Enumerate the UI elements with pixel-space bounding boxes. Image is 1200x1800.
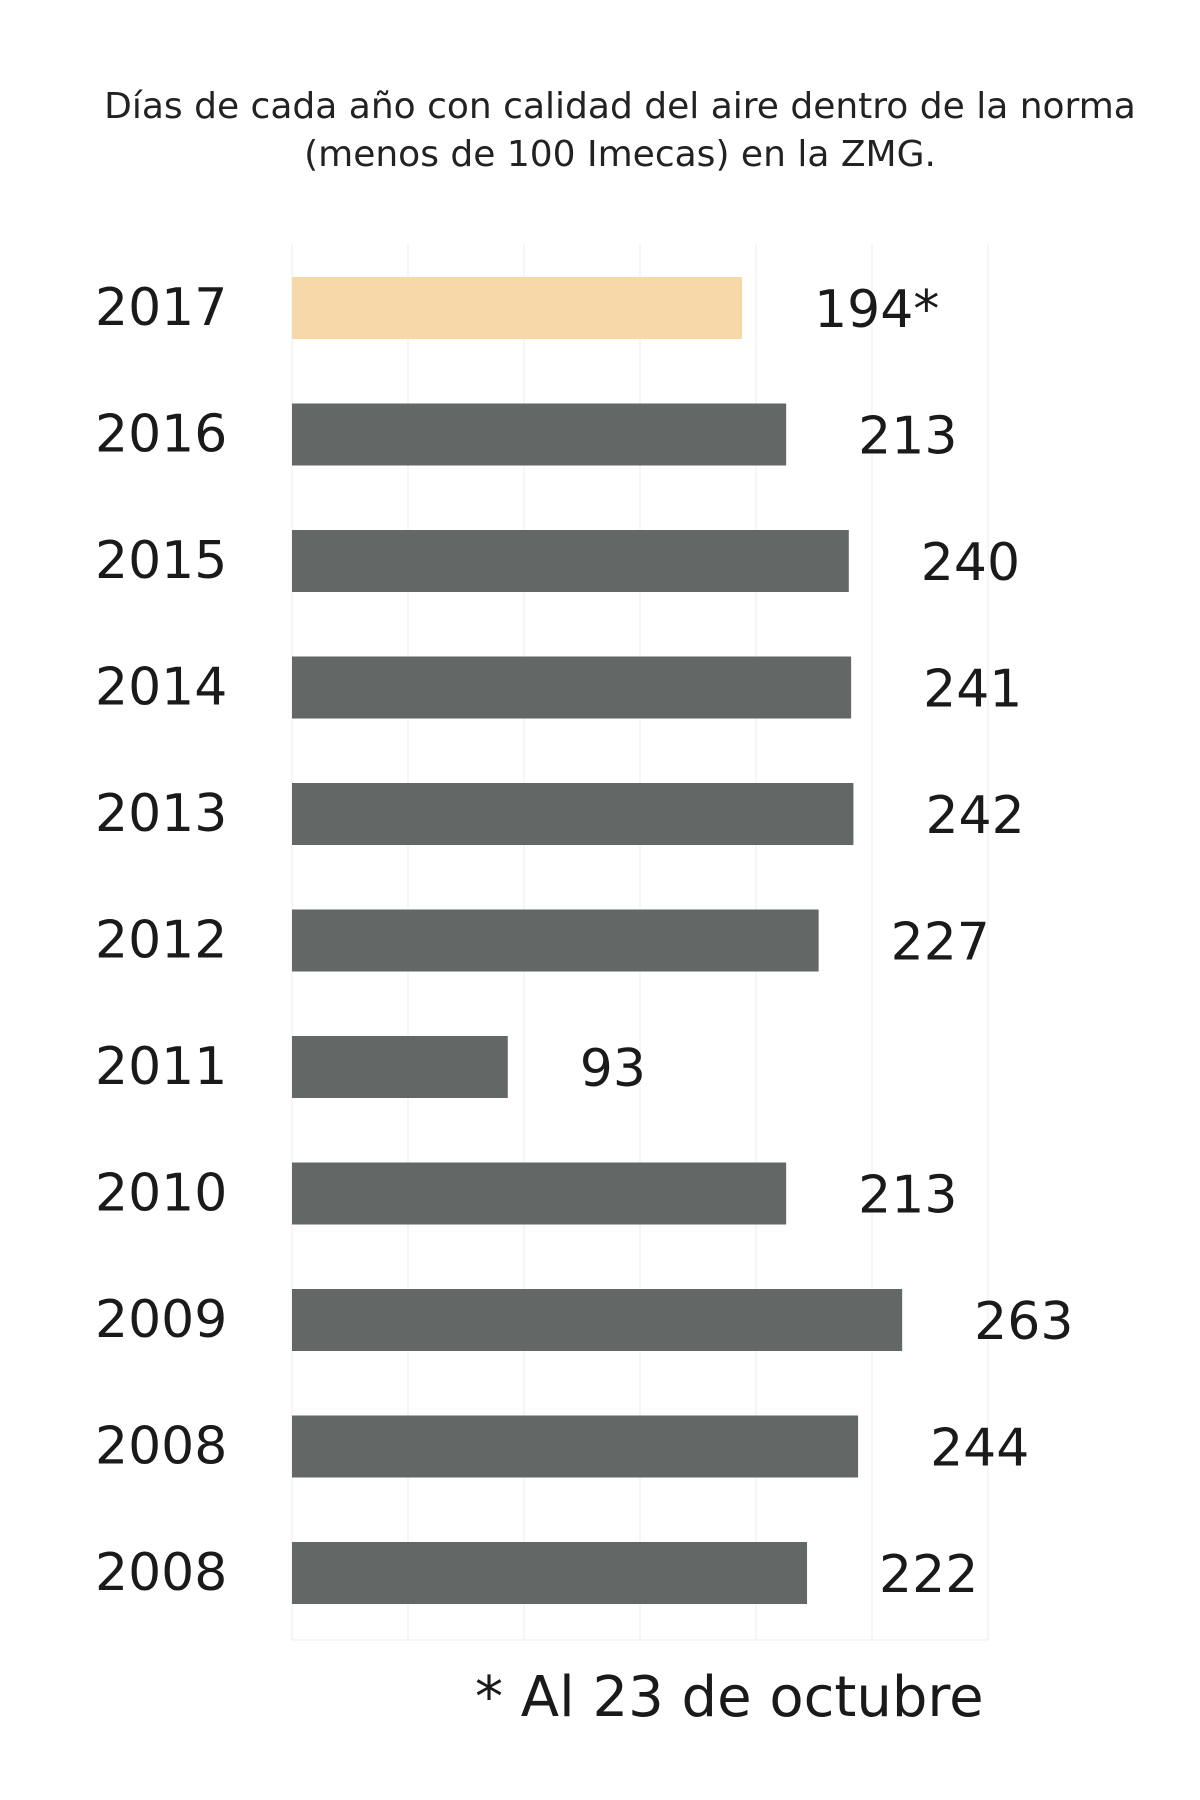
bar-2017 xyxy=(292,277,743,339)
bar-2014 xyxy=(292,656,852,719)
chart-title-line-1: Días de cada año con calidad del aire de… xyxy=(104,86,1136,127)
value-label: 244 xyxy=(930,1419,1029,1479)
bar-labels: 2017 194* 2016 213 2015 240 2014 241 2013 242 2012… xyxy=(95,278,1073,1605)
footnote: * Al 23 de octubre xyxy=(475,1665,984,1730)
category-label: 2015 xyxy=(95,531,227,591)
category-label: 2012 xyxy=(95,911,227,971)
value-label: 242 xyxy=(925,786,1024,846)
chart-title-line-2: (menos de 100 Imecas) en la ZMG. xyxy=(304,134,936,175)
category-label: 2016 xyxy=(95,405,227,465)
value-label: 241 xyxy=(923,660,1022,720)
bar-2010 xyxy=(292,1162,787,1225)
bar-2012 xyxy=(292,909,819,972)
bars xyxy=(292,277,903,1604)
category-label: 2013 xyxy=(95,784,227,844)
bar-2008 xyxy=(292,1542,808,1604)
value-label: 93 xyxy=(580,1039,646,1099)
category-label: 2008 xyxy=(95,1543,227,1603)
category-label: 2011 xyxy=(95,1037,227,1097)
bar-2011 xyxy=(292,1036,508,1098)
value-label: 263 xyxy=(974,1292,1073,1352)
category-label: 2017 xyxy=(95,278,227,338)
category-label: 2014 xyxy=(95,658,227,718)
bar-2016 xyxy=(292,403,787,466)
value-label: 222 xyxy=(879,1545,978,1605)
value-label: 240 xyxy=(921,533,1020,593)
value-label: 227 xyxy=(891,913,990,973)
value-label: 194* xyxy=(814,280,939,340)
value-label: 213 xyxy=(858,407,957,467)
value-label: 213 xyxy=(858,1166,957,1226)
bar-2009 xyxy=(292,1289,903,1351)
category-label: 2010 xyxy=(95,1164,227,1224)
category-label: 2008 xyxy=(95,1417,227,1477)
category-label: 2009 xyxy=(95,1290,227,1350)
bar-2013 xyxy=(292,783,854,845)
bar-2015 xyxy=(292,530,849,592)
bar-2008 xyxy=(292,1415,859,1478)
